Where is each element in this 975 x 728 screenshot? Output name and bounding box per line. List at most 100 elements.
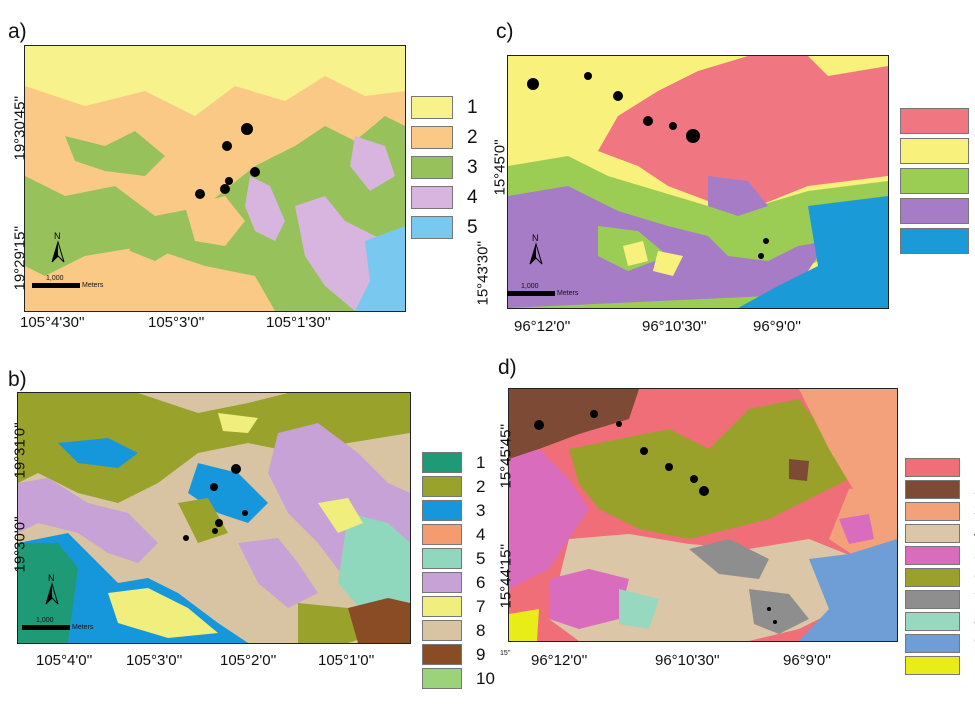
legend-c-item: 2 <box>900 138 975 164</box>
legend-b-item: 2 <box>422 476 495 497</box>
lat-label-c1: 15°45'0'' <box>491 139 509 196</box>
legend-c-item: 1 <box>900 108 975 134</box>
legend-swatch <box>905 612 960 631</box>
lon-label-b3: 105°2'0'' <box>220 652 277 669</box>
legend-swatch <box>900 108 969 134</box>
legend-label: 4 <box>467 186 478 208</box>
lon-label-d2: 96°10'30'' <box>655 652 720 669</box>
legend-label: 4 <box>476 524 486 544</box>
legend-label: 9 <box>476 644 486 664</box>
legend-c-item: 3 <box>900 168 975 194</box>
legend-a: 1 2 3 4 5 <box>411 96 478 246</box>
legend-swatch <box>411 126 453 149</box>
legend-b-item: 4 <box>422 524 495 545</box>
legend-b-item: 5 <box>422 548 495 569</box>
legend-label: 2 <box>467 126 478 148</box>
legend-swatch <box>905 546 960 565</box>
legend-b-item: 6 <box>422 572 495 593</box>
legend-d-item: 10 <box>905 656 975 675</box>
north-label-b: N <box>48 573 55 583</box>
legend-swatch <box>422 644 462 665</box>
legend-label: 6 <box>476 572 486 592</box>
lat-label-a1: 19°30'45'' <box>11 95 29 161</box>
legend-c: 1 2 3 4 5 <box>900 108 975 258</box>
legend-swatch <box>422 596 462 617</box>
legend-swatch <box>422 524 462 545</box>
legend-swatch <box>905 568 960 587</box>
legend-a-item: 2 <box>411 126 478 149</box>
scale-unit-a: Meters <box>82 282 104 289</box>
legend-swatch <box>422 500 462 521</box>
lat-label-d2: 15°44'15'' <box>497 543 515 609</box>
legend-swatch <box>905 502 960 521</box>
legend-d-item: 8 <box>905 612 975 631</box>
lon-label-d-small: 15'' <box>500 650 511 657</box>
legend-b-item: 8 <box>422 620 495 641</box>
legend-b-item: 1 <box>422 452 495 473</box>
legend-b-item: 7 <box>422 596 495 617</box>
map-d <box>508 388 898 642</box>
legend-swatch <box>422 620 462 641</box>
scale-unit-c: Meters <box>557 290 579 297</box>
scale-value-a: 1,000 <box>46 275 64 282</box>
legend-swatch <box>422 572 462 593</box>
legend-swatch <box>905 590 960 609</box>
legend-swatch <box>422 668 462 689</box>
lon-label-b2: 105°3'0'' <box>126 652 183 669</box>
panel-b-label: b) <box>8 368 27 391</box>
legend-label: 2 <box>476 476 486 496</box>
lon-label-b4: 105°1'0'' <box>318 652 375 669</box>
legend-swatch <box>905 458 960 477</box>
legend-swatch <box>905 480 960 499</box>
legend-label: 3 <box>467 156 478 178</box>
legend-d-item: 5 <box>905 546 975 565</box>
legend-swatch <box>905 634 960 653</box>
scale-unit-b: Meters <box>72 624 94 631</box>
map-b <box>17 392 411 644</box>
lat-label-a2: 19°29'15'' <box>11 225 29 291</box>
map-a <box>24 45 406 312</box>
legend-swatch <box>411 186 453 209</box>
legend-swatch <box>900 228 969 254</box>
legend-a-item: 3 <box>411 156 478 179</box>
legend-a-item: 1 <box>411 96 478 119</box>
legend-label: 1 <box>467 96 478 118</box>
legend-swatch <box>422 548 462 569</box>
legend-d: 1 2 3 4 5 6 7 8 9 10 <box>905 458 975 678</box>
scale-value-b: 1,000 <box>36 617 54 624</box>
legend-a-item: 4 <box>411 186 478 209</box>
legend-c-item: 5 <box>900 228 975 254</box>
legend-swatch <box>900 198 969 224</box>
north-label-a: N <box>54 231 61 241</box>
legend-d-item: 9 <box>905 634 975 653</box>
north-arrow-b-icon: N <box>44 572 60 611</box>
scale-value-c: 1,000 <box>521 283 539 290</box>
legend-b-item: 3 <box>422 500 495 521</box>
legend-label: 8 <box>476 620 486 640</box>
legend-swatch <box>905 656 960 675</box>
panel-a-label: a) <box>8 20 27 43</box>
legend-b-item: 10 <box>422 668 495 689</box>
legend-swatch <box>905 524 960 543</box>
legend-label: 5 <box>476 548 486 568</box>
map-c <box>507 55 889 309</box>
legend-c-item: 4 <box>900 198 975 224</box>
north-arrow-c-icon: N <box>528 232 544 271</box>
legend-d-item: 1 <box>905 458 975 477</box>
lat-label-b1: 19°31'0'' <box>11 422 29 479</box>
legend-swatch <box>411 216 453 239</box>
lon-label-a3: 105°1'30'' <box>266 314 331 331</box>
panel-c-label: c) <box>496 20 514 43</box>
legend-label: 3 <box>476 500 486 520</box>
legend-swatch <box>422 452 462 473</box>
legend-swatch <box>422 476 462 497</box>
legend-swatch <box>411 96 453 119</box>
legend-d-item: 7 <box>905 590 975 609</box>
legend-label: 7 <box>476 596 486 616</box>
legend-b-item: 9 <box>422 644 495 665</box>
legend-a-item: 5 <box>411 216 478 239</box>
lon-label-a1: 105°4'30'' <box>20 314 85 331</box>
legend-d-item: 4 <box>905 524 975 543</box>
lat-label-b2: 19°30'0'' <box>11 516 29 573</box>
legend-swatch <box>411 156 453 179</box>
